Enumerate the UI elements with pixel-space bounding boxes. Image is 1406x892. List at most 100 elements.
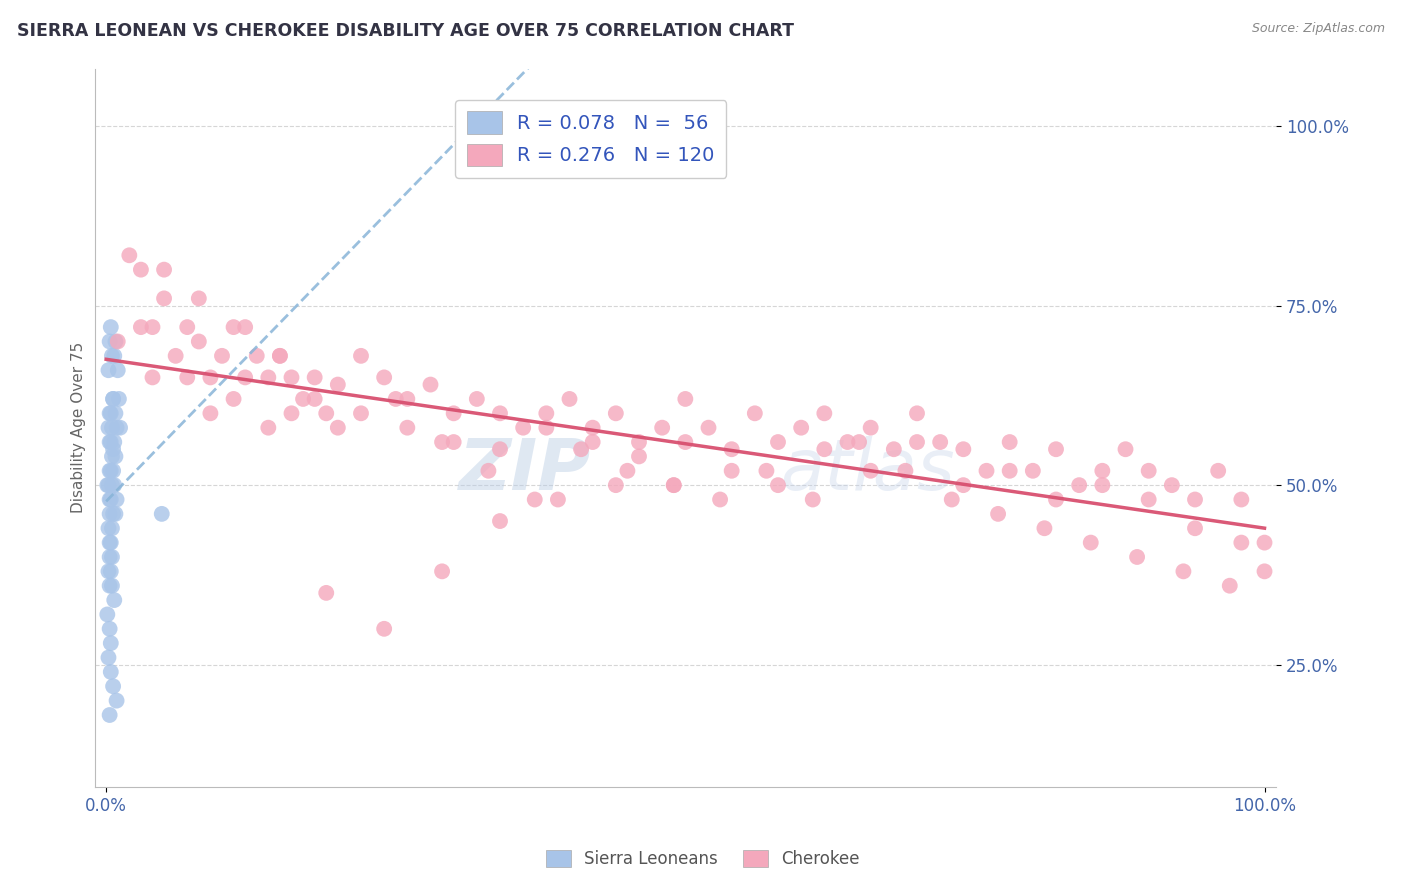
Point (1045, 442, 1067, 457)
Y-axis label: Disability Age Over 75: Disability Age Over 75 (72, 342, 86, 513)
Point (512, 420, 534, 434)
Point (755, 464, 778, 478)
Point (304, 392, 326, 406)
Point (326, 420, 349, 434)
Point (97, 420, 120, 434)
Point (558, 392, 581, 406)
Point (396, 392, 419, 406)
Point (101, 464, 124, 478)
Point (101, 392, 124, 406)
Point (100, 406, 122, 420)
Point (211, 349, 233, 363)
Point (100, 535, 122, 549)
Point (396, 420, 419, 434)
Point (1045, 492, 1067, 507)
Point (1206, 464, 1229, 478)
Point (720, 442, 742, 457)
Point (1091, 464, 1114, 478)
Point (118, 248, 141, 262)
Point (108, 420, 131, 434)
Point (384, 392, 406, 406)
Point (100, 636, 122, 650)
Point (523, 492, 546, 507)
Point (582, 420, 605, 434)
Point (443, 406, 465, 420)
Point (98, 334, 121, 349)
Point (582, 435, 605, 450)
Point (801, 492, 824, 507)
Point (280, 370, 302, 384)
Point (257, 420, 280, 434)
Point (651, 420, 673, 434)
Point (280, 406, 302, 420)
Point (101, 679, 124, 693)
Point (790, 420, 813, 434)
Point (489, 514, 512, 528)
Point (373, 622, 395, 636)
Point (222, 392, 245, 406)
Point (350, 406, 373, 420)
Point (257, 370, 280, 384)
Point (766, 435, 789, 450)
Point (101, 392, 124, 406)
Point (419, 377, 441, 392)
Point (627, 435, 650, 450)
Point (107, 363, 129, 377)
Point (1022, 464, 1045, 478)
Point (848, 435, 870, 450)
Point (1253, 565, 1275, 579)
Point (98, 464, 121, 478)
Point (233, 320, 256, 334)
Point (141, 320, 163, 334)
Point (662, 478, 685, 492)
Point (165, 349, 187, 363)
Point (103, 349, 125, 363)
Point (350, 349, 373, 363)
Point (315, 586, 337, 600)
Point (98, 549, 121, 564)
Point (233, 370, 256, 384)
Point (616, 464, 638, 478)
Point (304, 370, 326, 384)
Point (859, 420, 882, 434)
Point (1173, 565, 1195, 579)
Point (176, 320, 198, 334)
Point (1230, 535, 1253, 549)
Point (100, 464, 122, 478)
Point (150, 507, 173, 521)
Point (176, 370, 198, 384)
Point (105, 693, 128, 707)
Point (104, 507, 127, 521)
Point (98, 579, 121, 593)
Point (1184, 492, 1206, 507)
Point (200, 406, 222, 420)
Point (813, 442, 835, 457)
Point (709, 492, 731, 507)
Point (98, 492, 121, 507)
Point (187, 292, 209, 306)
Point (1080, 535, 1102, 549)
Point (998, 464, 1021, 478)
Point (1091, 478, 1114, 492)
Point (443, 435, 465, 450)
Point (744, 406, 766, 420)
Point (101, 478, 124, 492)
Point (141, 370, 163, 384)
Point (569, 442, 592, 457)
Point (326, 377, 349, 392)
Point (536, 406, 558, 420)
Point (96, 478, 118, 492)
Point (976, 464, 998, 478)
Point (941, 492, 963, 507)
Point (1184, 521, 1206, 535)
Point (720, 464, 742, 478)
Point (1033, 521, 1056, 535)
Point (97, 565, 120, 579)
Point (952, 442, 974, 457)
Point (101, 521, 124, 535)
Point (905, 435, 928, 450)
Point (1115, 442, 1137, 457)
Point (100, 665, 122, 679)
Point (1230, 492, 1253, 507)
Point (101, 450, 124, 464)
